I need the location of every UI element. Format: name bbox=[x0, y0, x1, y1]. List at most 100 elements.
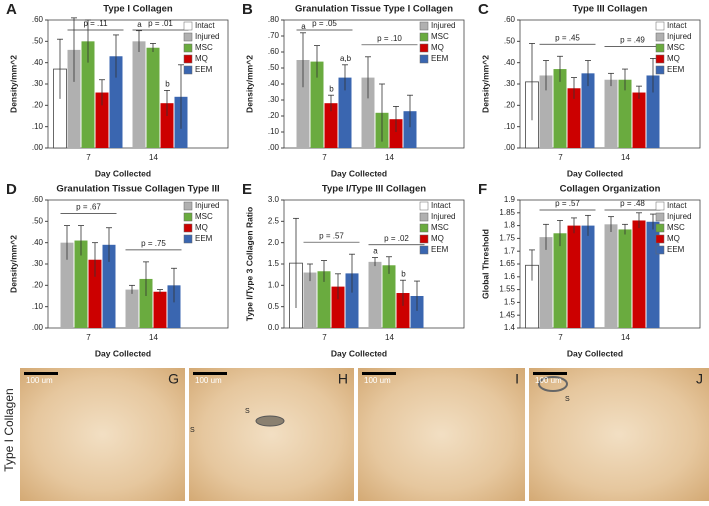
scale-label: 100 um bbox=[535, 376, 562, 385]
bar bbox=[539, 237, 553, 328]
legend-label: Injured bbox=[667, 32, 691, 41]
y-axis-label: Density/mm^2 bbox=[8, 235, 18, 293]
legend-swatch bbox=[655, 21, 665, 31]
x-axis-label: Day Collected bbox=[95, 348, 151, 358]
legend-swatch bbox=[183, 212, 193, 222]
y-tick-label: .10 bbox=[504, 122, 516, 131]
legend-label: EEM bbox=[431, 245, 449, 254]
legend-swatch bbox=[419, 223, 429, 233]
bar bbox=[368, 261, 382, 328]
legend-swatch bbox=[183, 201, 193, 211]
x-tick-label: 14 bbox=[621, 153, 630, 162]
legend-swatch bbox=[419, 43, 429, 53]
panel-letter: G bbox=[168, 371, 179, 387]
structure-mark: S bbox=[565, 396, 570, 403]
y-tick-label: 1.8 bbox=[504, 221, 516, 230]
y-axis-label: Density/mm^2 bbox=[480, 55, 490, 113]
legend-label: MSC bbox=[195, 212, 213, 221]
legend-label: Injured bbox=[667, 212, 691, 221]
scale-bar bbox=[533, 372, 567, 375]
y-tick-label: .30 bbox=[504, 79, 516, 88]
structure-mark: S bbox=[190, 427, 195, 434]
legend-swatch bbox=[655, 245, 665, 255]
y-tick-label: 3.0 bbox=[268, 195, 280, 204]
micrograph bbox=[358, 368, 525, 501]
side-label: Type I Collagen bbox=[2, 388, 16, 471]
bar bbox=[338, 77, 352, 148]
bar bbox=[109, 56, 123, 149]
bar bbox=[153, 291, 167, 328]
legend-swatch bbox=[183, 65, 193, 75]
bar bbox=[604, 79, 618, 148]
bar bbox=[382, 265, 396, 328]
y-axis-label: Global Threshold bbox=[480, 229, 490, 299]
panel-letter: E bbox=[242, 181, 252, 198]
y-axis-label: Type I/Type 3 Collagen Ratio bbox=[244, 207, 254, 321]
legend-swatch bbox=[183, 54, 193, 64]
legend-label: MSC bbox=[431, 32, 449, 41]
legend-swatch bbox=[419, 201, 429, 211]
bar bbox=[567, 225, 581, 328]
y-tick-label: 1.9 bbox=[504, 195, 516, 204]
legend-swatch bbox=[183, 223, 193, 233]
bar bbox=[132, 41, 146, 149]
legend-label: MQ bbox=[195, 54, 208, 63]
scale-label: 100 um bbox=[364, 376, 391, 385]
y-axis-label: Density/mm^2 bbox=[244, 55, 254, 113]
y-tick-label: .50 bbox=[32, 216, 44, 225]
x-tick-label: 7 bbox=[322, 153, 327, 162]
x-axis-label: Day Collected bbox=[567, 168, 623, 178]
significance-letter: a,b bbox=[340, 54, 352, 63]
y-tick-label: .20 bbox=[268, 111, 280, 120]
legend-label: Injured bbox=[195, 201, 219, 210]
legend-label: Injured bbox=[431, 212, 455, 221]
y-tick-label: .10 bbox=[32, 302, 44, 311]
bar bbox=[567, 88, 581, 148]
bar bbox=[303, 272, 317, 328]
bar bbox=[581, 73, 595, 148]
panel-letter: F bbox=[478, 181, 487, 198]
y-tick-label: 2.5 bbox=[268, 216, 280, 225]
x-tick-label: 14 bbox=[385, 333, 394, 342]
bar bbox=[632, 92, 646, 148]
bar bbox=[361, 77, 375, 148]
y-tick-label: 1.5 bbox=[268, 259, 280, 268]
legend-label: MQ bbox=[431, 43, 444, 52]
y-tick-label: .40 bbox=[268, 79, 280, 88]
x-tick-label: 7 bbox=[86, 333, 91, 342]
legend-label: EEM bbox=[667, 65, 685, 74]
legend-swatch bbox=[183, 21, 193, 31]
y-tick-label: .00 bbox=[268, 143, 280, 152]
scale-label: 100 um bbox=[26, 376, 53, 385]
chart-title: Granulation Tissue Type I Collagen bbox=[295, 4, 453, 15]
bar bbox=[125, 289, 139, 328]
bar bbox=[160, 103, 174, 148]
y-tick-label: .50 bbox=[268, 63, 280, 72]
y-tick-label: 1.75 bbox=[499, 234, 515, 243]
y-tick-label: 1.6 bbox=[504, 272, 516, 281]
bar bbox=[74, 240, 88, 328]
legend-swatch bbox=[655, 212, 665, 222]
micrograph bbox=[189, 368, 354, 501]
legend-label: Injured bbox=[431, 21, 455, 30]
x-tick-label: 7 bbox=[86, 153, 91, 162]
y-tick-label: .30 bbox=[268, 95, 280, 104]
bar bbox=[67, 49, 81, 148]
x-axis-label: Day Collected bbox=[567, 348, 623, 358]
bar bbox=[296, 60, 310, 148]
panel-letter: B bbox=[242, 1, 253, 18]
p-value: p = .48 bbox=[620, 199, 645, 208]
y-tick-label: .00 bbox=[32, 143, 44, 152]
p-value: p = .75 bbox=[141, 239, 166, 248]
y-tick-label: .00 bbox=[32, 323, 44, 332]
legend-label: MSC bbox=[431, 223, 449, 232]
significance-letter: a bbox=[137, 20, 142, 29]
panel-letter: I bbox=[515, 371, 519, 387]
y-tick-label: .40 bbox=[32, 58, 44, 67]
x-tick-label: 7 bbox=[558, 153, 563, 162]
chart-title: Type I/Type III Collagen bbox=[322, 184, 426, 195]
p-value: p = .67 bbox=[76, 203, 101, 212]
p-value: p = .49 bbox=[620, 36, 645, 45]
x-tick-label: 7 bbox=[322, 333, 327, 342]
